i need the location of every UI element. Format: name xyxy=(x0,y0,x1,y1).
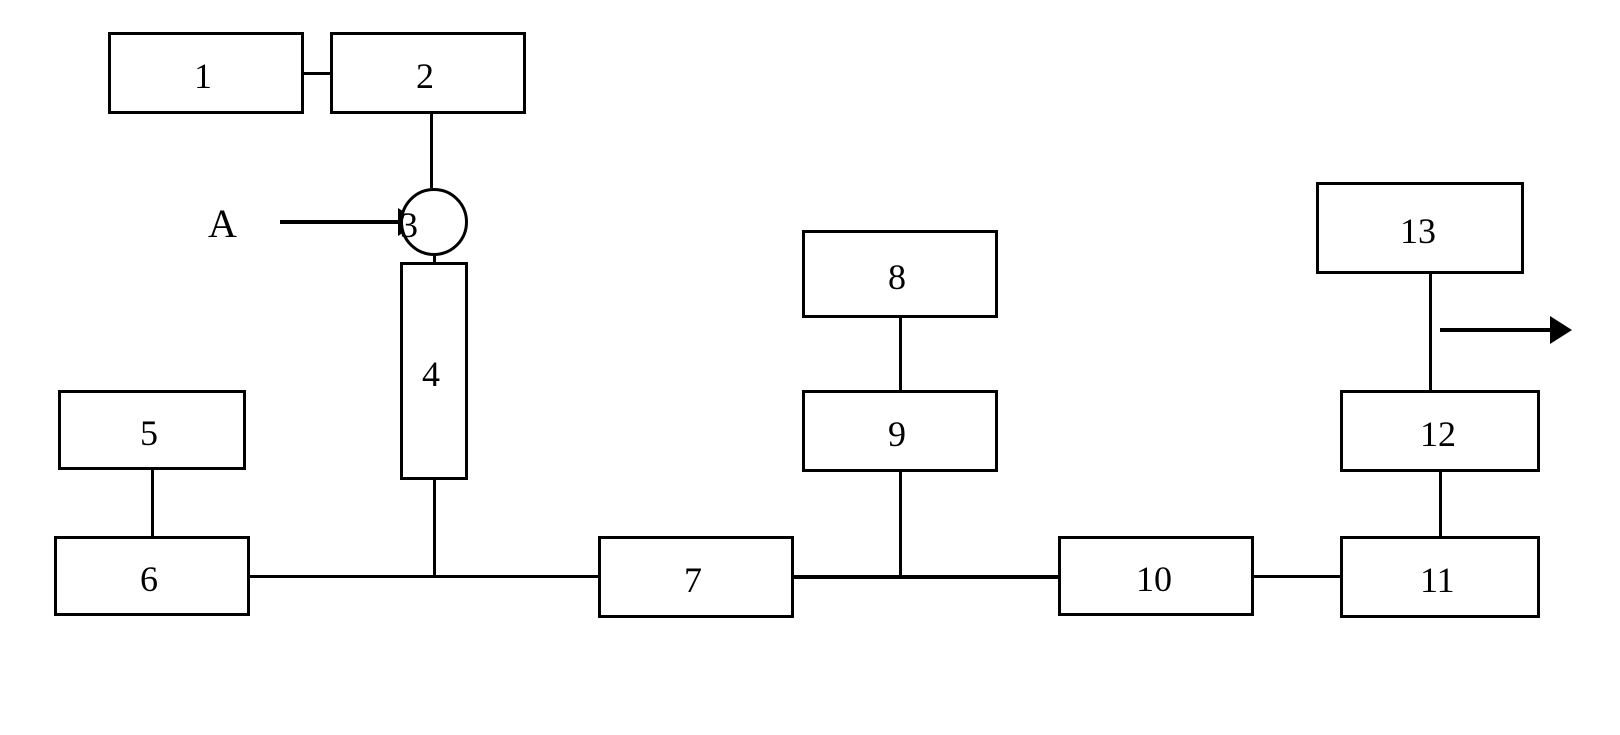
block-label: 13 xyxy=(1400,210,1436,252)
connector-line xyxy=(1254,575,1340,578)
arrow-label: A xyxy=(208,200,237,247)
connector-line xyxy=(433,480,436,576)
connector-line xyxy=(1440,328,1550,332)
block-label: 3 xyxy=(400,204,418,246)
connector-line xyxy=(151,470,154,536)
block-label: 11 xyxy=(1420,559,1455,601)
block-label: 1 xyxy=(194,55,212,97)
block-label: 9 xyxy=(888,413,906,455)
block-label: 2 xyxy=(416,55,434,97)
connector-line xyxy=(430,114,433,188)
connector-line xyxy=(1439,472,1442,536)
connector-line xyxy=(899,318,902,390)
connector-line xyxy=(304,72,330,75)
connector-line xyxy=(899,472,902,577)
block-label: 7 xyxy=(684,559,702,601)
block-label: 5 xyxy=(140,412,158,454)
block-label: 4 xyxy=(422,353,440,395)
connector-line xyxy=(250,575,598,578)
block-label: 8 xyxy=(888,256,906,298)
arrow-head-icon xyxy=(1550,316,1572,344)
connector-line xyxy=(794,576,1058,579)
connector-line xyxy=(1429,274,1432,390)
connector-line xyxy=(280,220,398,224)
block-label: 6 xyxy=(140,558,158,600)
block-label: 12 xyxy=(1420,413,1456,455)
block-label: 10 xyxy=(1136,558,1172,600)
